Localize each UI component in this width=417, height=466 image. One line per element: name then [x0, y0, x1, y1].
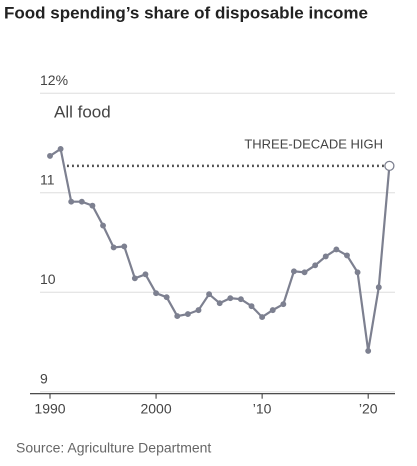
point [163, 294, 170, 301]
point [153, 290, 160, 297]
point [322, 253, 329, 260]
y-tick-label: 11 [40, 171, 55, 187]
point [384, 160, 395, 171]
point [344, 252, 350, 259]
point [184, 311, 191, 318]
series-label: All food [54, 102, 111, 121]
x-tick-label: 2000 [140, 400, 171, 416]
y-tick-label: 10 [40, 271, 56, 287]
point [121, 243, 128, 250]
point [259, 314, 266, 321]
point [142, 271, 149, 278]
x-tick-label: ’20 [359, 400, 378, 416]
point [57, 145, 64, 152]
point [375, 284, 382, 291]
chart-title: Food spending’s share of disposable inco… [4, 3, 368, 22]
point [174, 313, 181, 320]
point [301, 269, 308, 276]
point [237, 296, 244, 303]
point [312, 262, 319, 269]
point [195, 307, 202, 314]
annotation: THREE-DECADE HIGH [244, 136, 383, 151]
point [333, 246, 340, 253]
point [131, 275, 138, 282]
point [269, 307, 276, 314]
point [47, 152, 53, 159]
point [290, 268, 297, 275]
point [100, 222, 106, 229]
source: Source: Agriculture Department [16, 440, 211, 456]
x-tick-label: ’10 [253, 400, 272, 416]
point [110, 244, 117, 251]
point [216, 300, 223, 307]
point [280, 301, 287, 308]
y-tick-label: 12% [40, 72, 68, 88]
point [227, 295, 234, 302]
point [89, 202, 96, 209]
point [78, 198, 85, 205]
point [354, 269, 361, 276]
point [248, 303, 255, 310]
point [365, 347, 372, 354]
y-tick-label: 9 [40, 370, 48, 386]
point [68, 198, 75, 205]
point [206, 291, 213, 298]
x-tick-label: 1990 [34, 400, 65, 416]
